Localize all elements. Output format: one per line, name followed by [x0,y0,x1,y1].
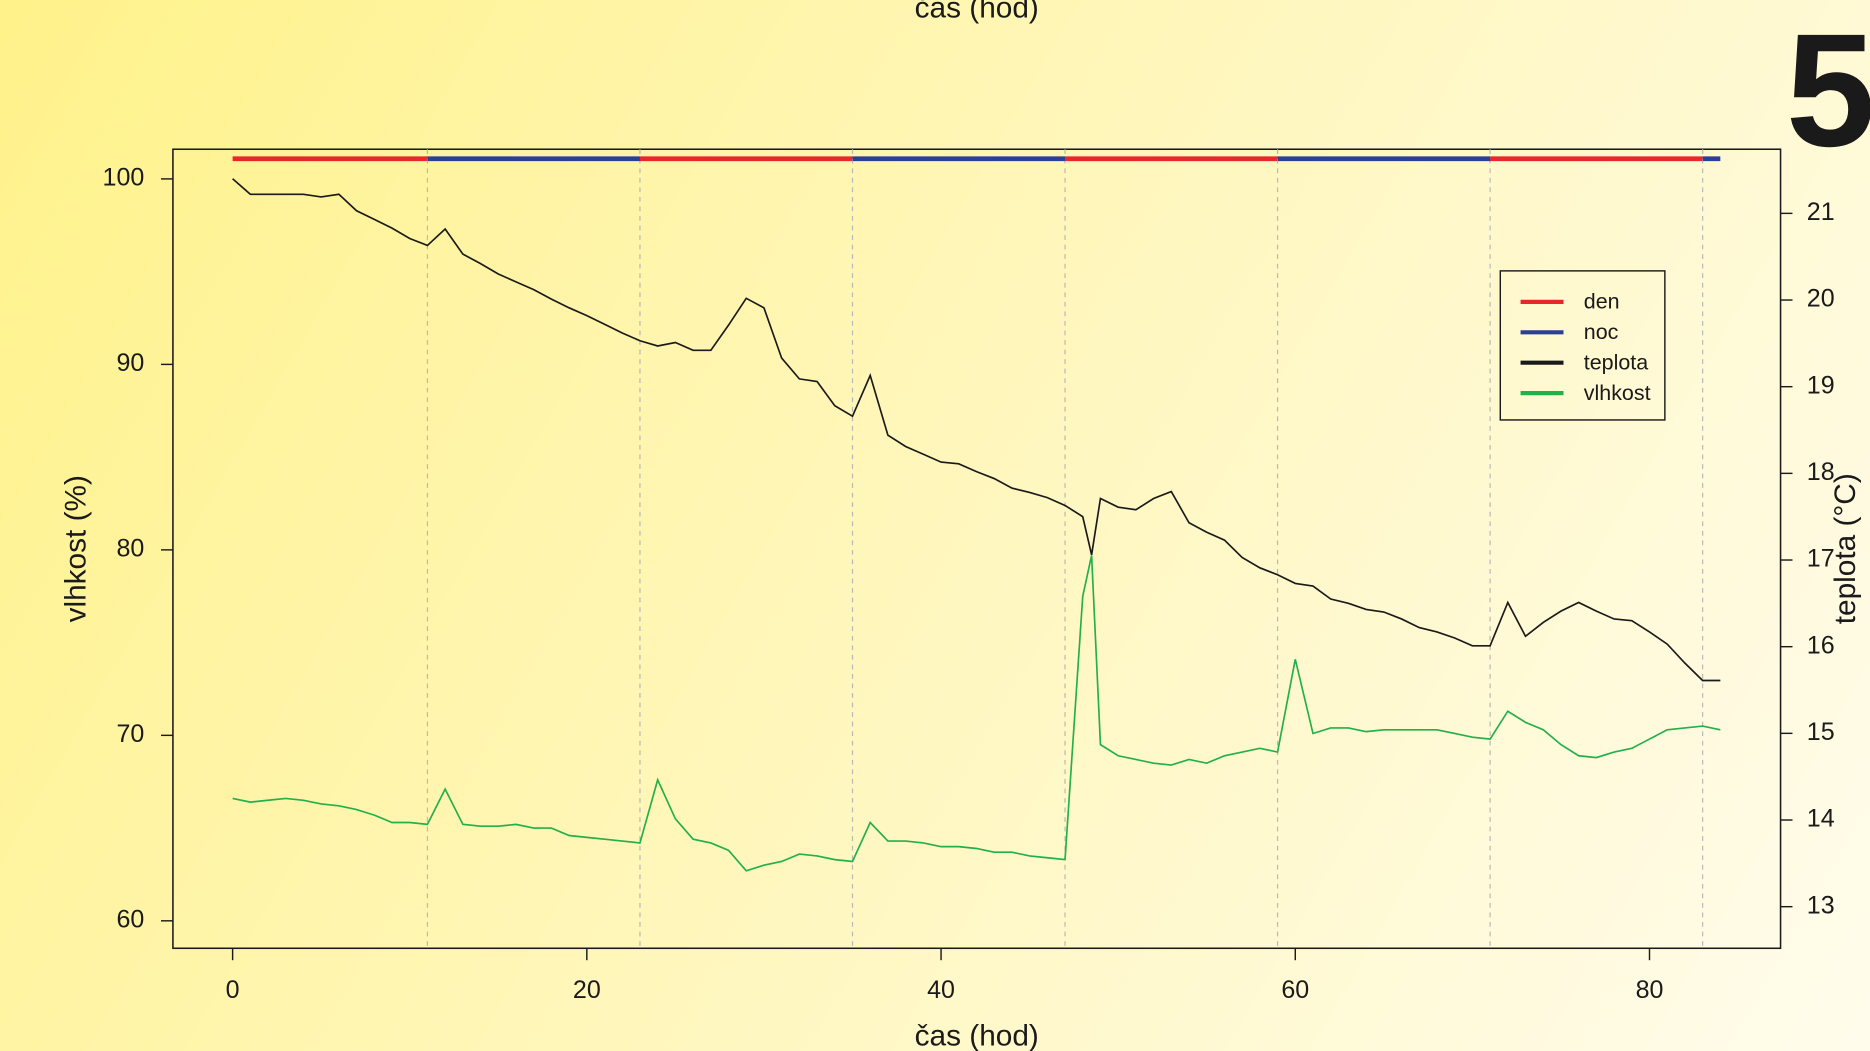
y-axis-label: vlhkost (%) [59,475,92,622]
y2-tick-label: 13 [1807,891,1835,919]
legend-label: vlhkost [1584,381,1651,405]
y-tick-label: 80 [116,534,144,562]
y2-tick-label: 14 [1807,805,1835,833]
y2-tick-label: 18 [1807,458,1835,486]
y-tick-label: 70 [116,720,144,748]
line-teplota [232,178,1721,682]
x-tick-label: 40 [927,976,955,1004]
y-tick-label: 100 [103,164,145,192]
x-tick-label: 0 [226,976,240,1004]
legend-label: noc [1584,320,1619,344]
plot-frame [172,148,1782,950]
y2-tick-label: 21 [1807,198,1835,226]
x-tick-label: 80 [1636,976,1664,1004]
x-axis-label: čas (hod) [915,1020,1039,1051]
y2-tick-label: 15 [1807,718,1835,746]
y2-tick-label: 16 [1807,631,1835,659]
cut-label: čas (hod) [915,0,1039,25]
page-number: 5 [1786,1,1870,181]
line-vlhkost [232,555,1721,872]
legend-label: teplota [1584,351,1648,375]
y2-tick-label: 19 [1807,371,1835,399]
legend-box [1499,270,1666,421]
legend-label: den [1584,290,1620,314]
y2-tick-label: 20 [1807,285,1835,313]
x-tick-label: 20 [573,976,601,1004]
y2-tick-label: 17 [1807,545,1835,573]
y2-axis-label: teplota (°C) [1829,473,1862,624]
x-tick-label: 60 [1281,976,1309,1004]
y-tick-label: 60 [116,905,144,933]
y-tick-label: 90 [116,349,144,377]
